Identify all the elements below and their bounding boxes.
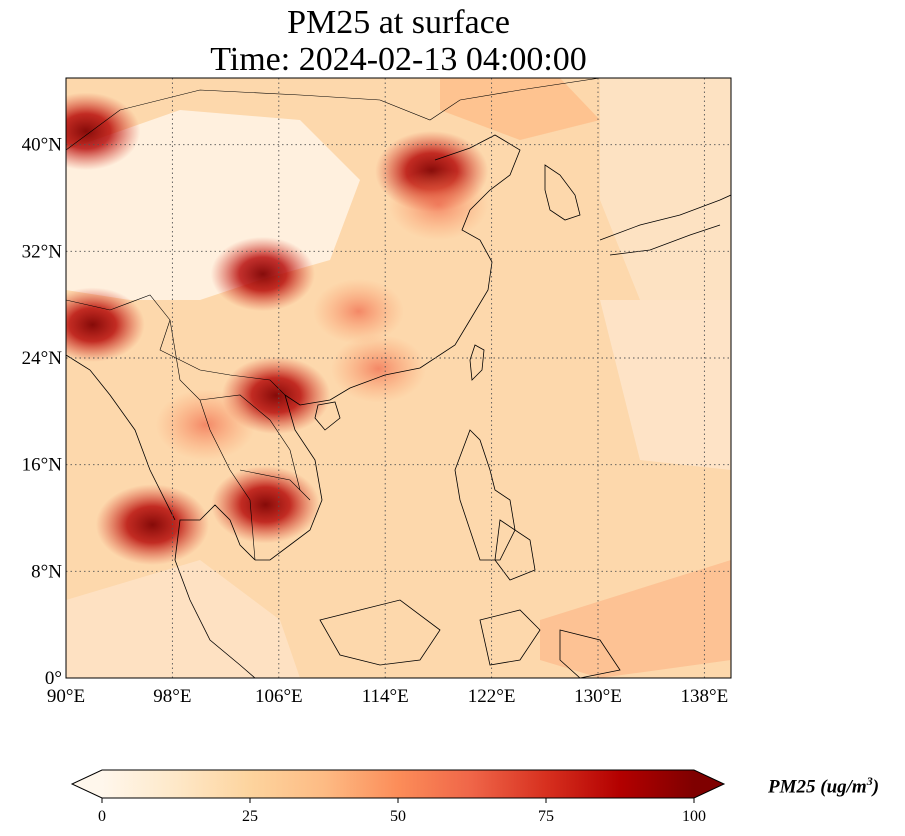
y-tick-label: 0° [45,668,62,689]
colorbar-tick-label: 50 [390,808,406,825]
country-borders [66,78,601,561]
colorbar-tick-label: 25 [242,808,258,825]
pollution-hotspot [210,236,315,312]
pollution-hotspot [211,465,320,544]
gridlines [66,78,731,678]
pacific-clean-region [600,78,731,300]
y-tick-label: 32°N [22,241,63,262]
x-tick-label: 98°E [153,686,191,707]
colorbar-max-extension [694,770,724,798]
mongolia-plume [440,78,600,140]
x-tick-label: 130°E [574,686,622,707]
pollution-hotspot [388,169,489,241]
equatorial-plume [540,560,731,678]
chart-title-line2: Time: 2024-02-13 04:00:00 [210,41,587,78]
x-tick-label: 90°E [47,686,85,707]
map-panel [66,78,731,678]
colorbar-tick-label: 0 [98,808,106,825]
colorbar-tick-label: 100 [682,808,706,825]
map-frame [65,77,732,679]
x-tick-label: 114°E [362,686,409,707]
y-tick-label: 16°N [22,455,63,476]
y-axis-ticks: 0° 8°N 16°N 24°N 32°N 40°N [22,135,63,689]
coastlines [66,134,731,678]
x-tick-label: 106°E [255,686,303,707]
pollution-hotspot [66,287,145,362]
colorbar: 0 25 50 75 100 [70,769,726,825]
hotspot-layer [66,92,489,566]
ocean-light-region [600,300,731,470]
pollution-hotspot [66,92,141,171]
colorbar-min-extension [72,770,102,798]
x-axis-ticks: 90°E 98°E 106°E 114°E 122°E 130°E 138°E [47,686,728,707]
colorbar-body [102,770,694,798]
pollution-hotspot [155,389,256,461]
x-tick-label: 122°E [468,686,516,707]
chart-title-line1: PM25 at surface [287,4,510,41]
pollution-hotspot [95,484,210,566]
colorbar-ticks: 0 25 50 75 100 [98,798,706,825]
y-tick-label: 24°N [22,348,63,369]
x-tick-label: 138°E [681,686,729,707]
pollution-hotspot [330,334,427,403]
indian-ocean-light [66,560,300,678]
pollution-hotspot [313,278,404,344]
colorbar-label: PM25 (ug/m3) [768,774,880,798]
y-tick-label: 40°N [22,135,63,156]
y-tick-label: 8°N [31,561,62,582]
colorbar-tick-label: 75 [538,808,554,825]
